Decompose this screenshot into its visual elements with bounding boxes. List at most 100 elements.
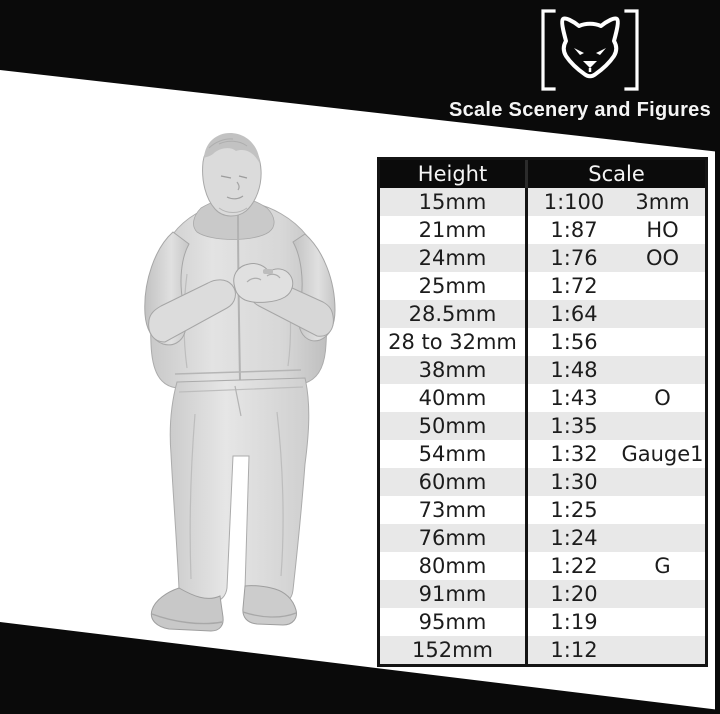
table-row: 25mm 1:72 bbox=[380, 272, 705, 300]
scale-gauge bbox=[620, 356, 705, 384]
scale-cell: 1:64 bbox=[528, 300, 705, 328]
table-row: 15mm 1:100 3mm bbox=[380, 188, 705, 216]
scale-gauge: HO bbox=[646, 218, 679, 242]
height-cell: 76mm bbox=[418, 526, 487, 550]
scale-gauge bbox=[620, 328, 705, 356]
scale-cell: 1:19 bbox=[528, 608, 705, 636]
table-row: 28.5mm 1:64 bbox=[380, 300, 705, 328]
hair bbox=[204, 133, 260, 164]
column-divider bbox=[525, 356, 528, 384]
scale-ratio: 1:43 bbox=[550, 386, 598, 410]
height-column-header: Height bbox=[417, 162, 488, 186]
scale-ratio: 1:76 bbox=[550, 246, 598, 270]
height-cell: 60mm bbox=[418, 470, 487, 494]
column-divider bbox=[525, 440, 528, 468]
wristwatch bbox=[263, 269, 273, 274]
scale-ratio: 1:72 bbox=[550, 274, 598, 298]
table-row: 76mm 1:24 bbox=[380, 524, 705, 552]
scale-cell: 1:12 bbox=[528, 636, 705, 664]
brand-name: Scale Scenery and Figures bbox=[448, 99, 711, 121]
scale-gauge bbox=[620, 524, 705, 552]
height-cell: 28 to 32mm bbox=[388, 330, 517, 354]
scale-ratio: 1:25 bbox=[550, 498, 598, 522]
column-divider bbox=[525, 300, 528, 328]
bottom-banner bbox=[0, 622, 720, 714]
head bbox=[202, 133, 262, 217]
scale-ratio: 1:100 bbox=[543, 190, 605, 214]
scale-cell: 1:25 bbox=[528, 496, 705, 524]
scale-gauge bbox=[620, 300, 705, 328]
table-row: 80mm 1:22 G bbox=[380, 552, 705, 580]
table-row: 54mm 1:32 Gauge1 bbox=[380, 440, 705, 468]
scale-ratio: 1:22 bbox=[550, 554, 598, 578]
scale-gauge bbox=[620, 412, 705, 440]
column-divider bbox=[525, 216, 528, 244]
scale-ratio: 1:56 bbox=[550, 330, 598, 354]
scale-ratio: 1:35 bbox=[550, 414, 598, 438]
column-divider bbox=[525, 496, 528, 524]
scale-cell: 1:30 bbox=[528, 468, 705, 496]
left-shoe bbox=[150, 587, 224, 632]
right-edge-strip bbox=[715, 0, 720, 714]
scale-ratio: 1:20 bbox=[550, 582, 598, 606]
column-divider bbox=[525, 468, 528, 496]
scale-gauge: G bbox=[654, 554, 671, 578]
height-cell: 24mm bbox=[418, 246, 487, 270]
height-cell: 38mm bbox=[418, 358, 487, 382]
height-cell: 40mm bbox=[418, 386, 487, 410]
scale-ratio: 1:12 bbox=[550, 638, 598, 662]
scale-gauge bbox=[620, 608, 705, 636]
scale-cell: 1:56 bbox=[528, 328, 705, 356]
scale-cell: 1:24 bbox=[528, 524, 705, 552]
column-divider bbox=[525, 552, 528, 580]
height-cell: 28.5mm bbox=[408, 302, 497, 326]
right-bracket-icon bbox=[624, 9, 639, 91]
scale-ratio: 1:24 bbox=[550, 526, 598, 550]
table-row: 38mm 1:48 bbox=[380, 356, 705, 384]
column-divider bbox=[525, 328, 528, 356]
scale-gauge bbox=[620, 272, 705, 300]
scale-ratio: 1:30 bbox=[550, 470, 598, 494]
table-row: 95mm 1:19 bbox=[380, 608, 705, 636]
height-cell: 25mm bbox=[418, 274, 487, 298]
height-cell: 50mm bbox=[418, 414, 487, 438]
height-cell: 15mm bbox=[418, 190, 487, 214]
column-divider bbox=[525, 244, 528, 272]
scale-gauge: Gauge1 bbox=[621, 442, 704, 466]
header-divider bbox=[525, 160, 528, 188]
scale-cell: 1:22 G bbox=[528, 552, 705, 580]
height-cell: 91mm bbox=[418, 582, 487, 606]
scale-ratio: 1:32 bbox=[550, 442, 598, 466]
scale-cell: 1:35 bbox=[528, 412, 705, 440]
scale-conversion-table: Height Scale 15mm 1:100 3mm 21mm 1:87 HO… bbox=[377, 157, 708, 667]
wolf-logo-icon bbox=[541, 9, 639, 91]
column-divider bbox=[525, 272, 528, 300]
table-row: 152mm 1:12 bbox=[380, 636, 705, 664]
scale-ratio: 1:87 bbox=[550, 218, 598, 242]
scale-gauge: O bbox=[654, 386, 671, 410]
table-header-row: Height Scale bbox=[380, 160, 705, 188]
scale-gauge: OO bbox=[645, 246, 680, 270]
height-cell: 54mm bbox=[418, 442, 487, 466]
column-divider bbox=[525, 384, 528, 412]
table-row: 91mm 1:20 bbox=[380, 580, 705, 608]
scale-gauge bbox=[620, 580, 705, 608]
scale-ratio: 1:48 bbox=[550, 358, 598, 382]
scale-cell: 1:100 3mm bbox=[528, 188, 705, 216]
height-cell: 80mm bbox=[418, 554, 487, 578]
jeans bbox=[169, 377, 310, 605]
height-cell: 152mm bbox=[412, 638, 493, 662]
table-row: 73mm 1:25 bbox=[380, 496, 705, 524]
scale-cell: 1:76 OO bbox=[528, 244, 705, 272]
height-cell: 21mm bbox=[418, 218, 487, 242]
column-divider bbox=[525, 580, 528, 608]
table-row: 24mm 1:76 OO bbox=[380, 244, 705, 272]
scale-cell: 1:32 Gauge1 bbox=[528, 440, 705, 468]
scale-column-header: Scale bbox=[588, 162, 645, 186]
table-row: 50mm 1:35 bbox=[380, 412, 705, 440]
table-row: 40mm 1:43 O bbox=[380, 384, 705, 412]
scale-cell: 1:48 bbox=[528, 356, 705, 384]
column-divider bbox=[525, 608, 528, 636]
